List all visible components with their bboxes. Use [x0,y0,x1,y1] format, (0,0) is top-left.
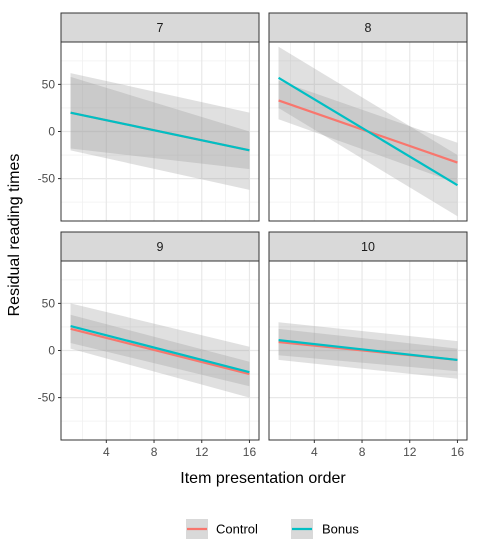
panel-border [268,41,468,222]
x-tick-label: 16 [243,445,257,459]
y-tick-label: -50 [38,391,56,405]
y-tick-label: 0 [48,344,55,358]
axes-layer: -50 0 50 -50 0 50 4 8 12 16 4 8 12 16 [38,77,465,459]
x-tick-label: 16 [451,445,465,459]
regression-line-bonus [70,324,250,374]
facet-strip [60,231,260,262]
facet-panel-10: 10 [268,231,468,441]
x-tick-label: 4 [103,445,110,459]
regression-line-bonus [278,339,458,362]
y-tick-label: 50 [42,77,56,91]
facet-strip-label: 10 [361,240,375,254]
regression-line-control [70,327,250,376]
facet-strip-label: 8 [365,21,372,35]
facet-strip-label: 7 [157,21,164,35]
regression-line-bonus [70,111,250,152]
y-tick-label: 50 [42,296,56,310]
regression-line-bonus [277,76,459,187]
x-tick-label: 12 [195,445,209,459]
x-tick-label: 8 [151,445,158,459]
y-axis-title: Residual reading times [6,154,23,317]
facet-panel-9: 9 [60,231,260,441]
panels-layer: 7 8 9 10 [60,12,468,441]
facet-panel-8: 8 [268,12,468,222]
facet-strip [268,12,468,43]
x-tick-label: 8 [359,445,366,459]
legend-label-control: Control [216,522,258,537]
legend-label-bonus: Bonus [322,522,359,537]
facet-panel-7: 7 [60,12,260,222]
panel-border [268,260,468,441]
facet-strip [60,12,260,43]
x-tick-label: 12 [403,445,417,459]
x-axis-title: Item presentation order [180,470,346,487]
facet-strip-label: 9 [157,240,164,254]
legend: Control Bonus [186,519,359,539]
x-tick-label: 4 [311,445,318,459]
confidence-ribbon-control [70,76,250,170]
y-tick-label: -50 [38,172,56,186]
y-tick-label: 0 [48,125,55,139]
